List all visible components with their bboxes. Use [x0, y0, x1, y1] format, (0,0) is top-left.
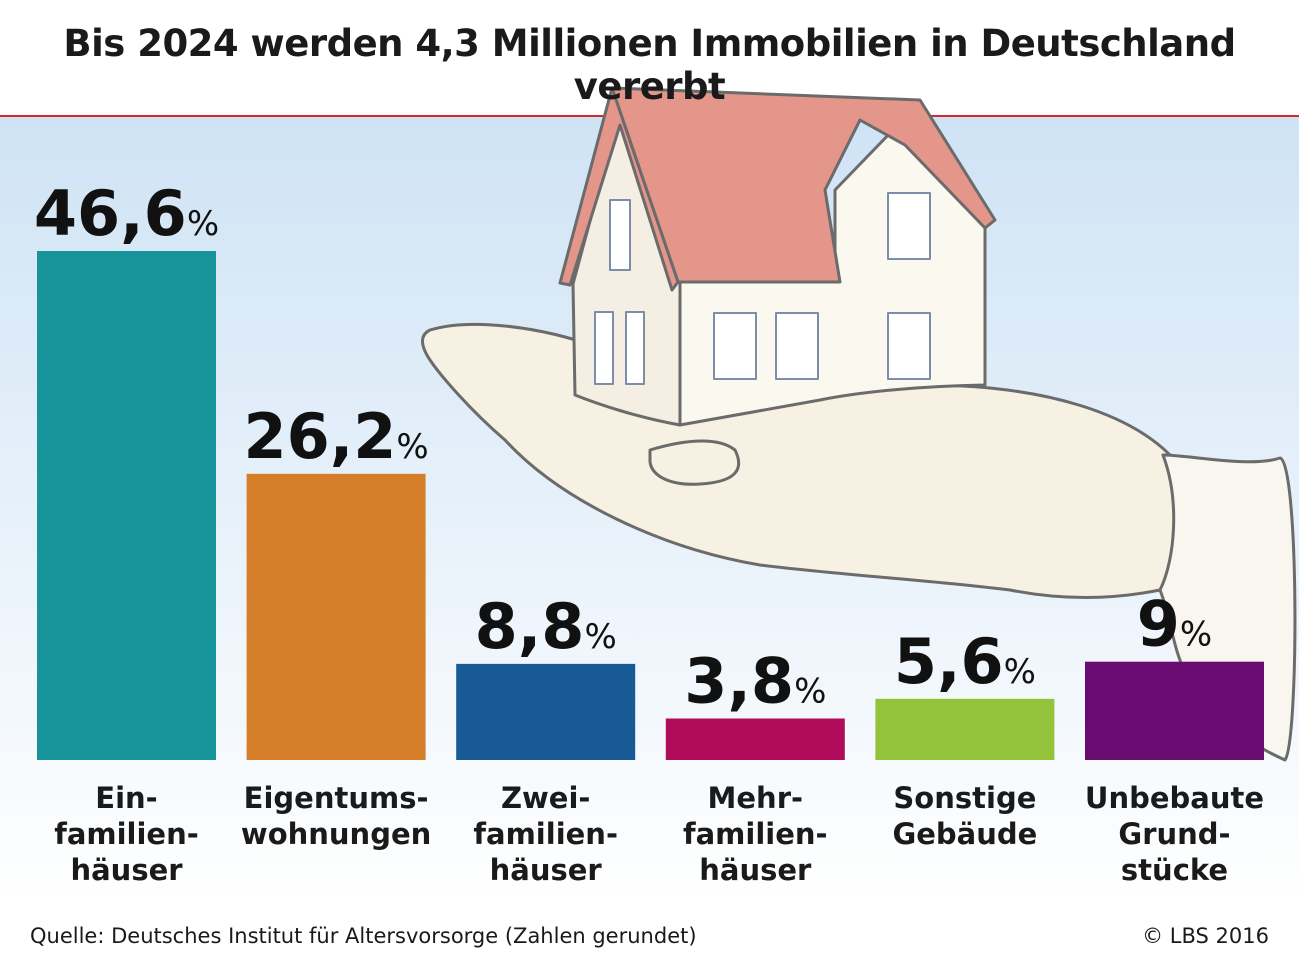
bar-3 [456, 663, 636, 760]
value-label-6: 9% [1137, 588, 1212, 661]
category-label-4: Mehr-familien-häuser [683, 781, 828, 887]
house-illustration [558, 86, 997, 427]
copyright-note: © LBS 2016 [1142, 924, 1269, 948]
value-label-3: 8,8% [475, 590, 617, 663]
value-label-1: 46,6% [34, 177, 219, 250]
category-label-1: Ein-familien-häuser [54, 781, 199, 887]
category-label-5: Sonstige Gebäude [892, 781, 1037, 851]
category-label-2: Eigentums-wohnungen [241, 781, 431, 851]
source-note: Quelle: Deutsches Institut für Altersvor… [30, 924, 697, 948]
bars-layer [37, 251, 1264, 760]
value-label-5: 5,6% [894, 625, 1036, 698]
bar-2 [246, 473, 426, 760]
bar-6 [1085, 661, 1264, 760]
bar-4 [665, 718, 845, 760]
page-title: Bis 2024 werden 4,3 Millionen Immobilien… [63, 22, 1236, 108]
labels-layer: 46,6% Ein-familien-häuser 26,2% Eigentums-w… [34, 177, 1264, 887]
value-label-2: 26,2% [243, 400, 428, 473]
category-label-3: Zwei-familien-häuser [473, 781, 618, 887]
bar-5 [875, 698, 1055, 760]
category-label-6: Unbebaute Grund-stücke [1085, 781, 1264, 887]
bar-1 [37, 251, 216, 760]
value-label-4: 3,8% [684, 644, 826, 717]
